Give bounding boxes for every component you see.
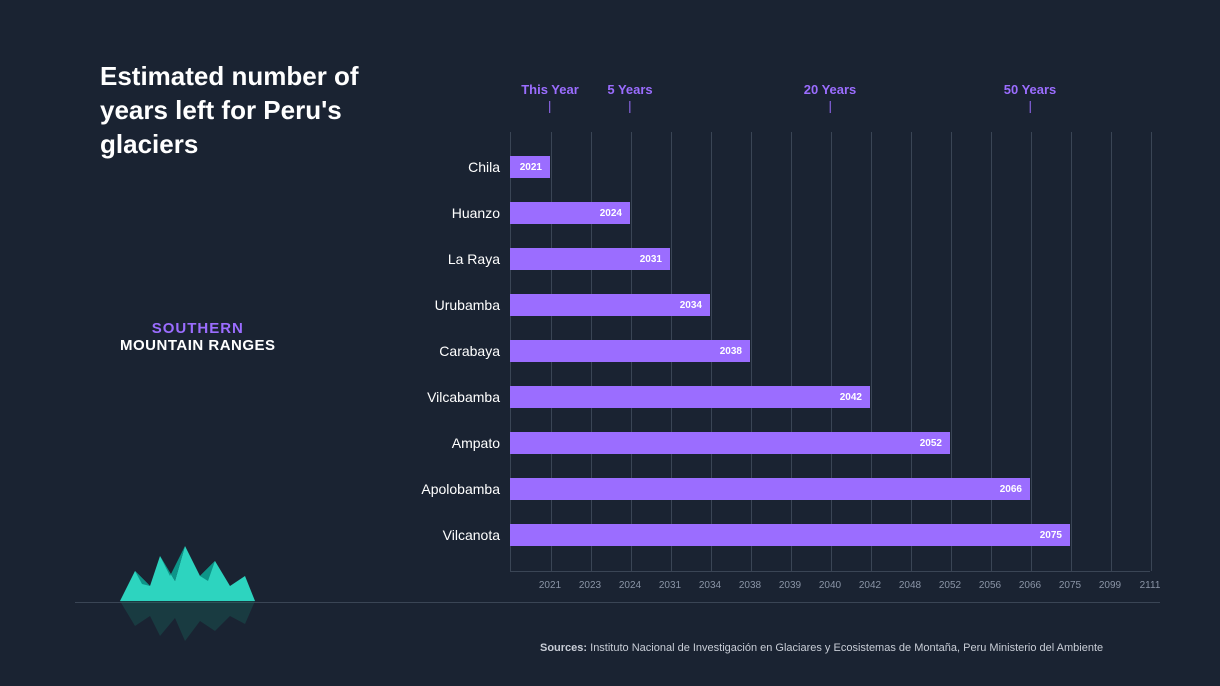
x-tick: 2056	[979, 580, 1001, 591]
x-tick: 2034	[699, 580, 721, 591]
bar-value: 2066	[1000, 484, 1022, 495]
x-tick: 2111	[1140, 580, 1161, 591]
x-tick: 2066	[1019, 580, 1041, 591]
x-axis: 2021 2023 2024 2031 2034 2038 2039 2040 2042 2048…	[510, 580, 1150, 600]
x-tick: 2052	[939, 580, 961, 591]
bar-label: Carabaya	[380, 343, 500, 359]
time-marker: 5 Years	[607, 82, 652, 113]
x-tick: 2075	[1059, 580, 1081, 591]
bar-label: Urubamba	[380, 297, 500, 313]
bar: 2066	[510, 478, 1030, 500]
bar-row: Ampato2052	[510, 420, 1150, 466]
bar-label: Vilcanota	[380, 527, 500, 543]
bar: 2042	[510, 386, 870, 408]
grid-line	[1151, 132, 1152, 571]
bar-row: Vilcabamba2042	[510, 374, 1150, 420]
glacier-reflection	[120, 601, 255, 641]
bar: 2075	[510, 524, 1070, 546]
bar-label: Huanzo	[380, 205, 500, 221]
glacier-icon	[100, 526, 280, 646]
x-tick: 2021	[539, 580, 561, 591]
bar-value: 2038	[720, 346, 742, 357]
bar-value: 2034	[680, 300, 702, 311]
bar-value: 2052	[920, 438, 942, 449]
bar-row: Vilcanota2075	[510, 512, 1150, 558]
x-tick: 2039	[779, 580, 801, 591]
bar-value: 2024	[600, 208, 622, 219]
bar-value: 2031	[640, 254, 662, 265]
time-marker: 20 Years	[804, 82, 857, 113]
x-tick: 2031	[659, 580, 681, 591]
bar: 2038	[510, 340, 750, 362]
bar-label: Ampato	[380, 435, 500, 451]
bar-row: Carabaya2038	[510, 328, 1150, 374]
chart-bars: Chila2021Huanzo2024La Raya2031Urubamba20…	[510, 144, 1150, 558]
region-top: SOUTHERN	[120, 320, 276, 337]
bar-label: Apolobamba	[380, 481, 500, 497]
x-tick: 2048	[899, 580, 921, 591]
bar-row: Apolobamba2066	[510, 466, 1150, 512]
bar-value: 2075	[1040, 530, 1062, 541]
bar-row: La Raya2031	[510, 236, 1150, 282]
bar-label: La Raya	[380, 251, 500, 267]
bar: 2021	[510, 156, 550, 178]
page-title: Estimated number of years left for Peru'…	[100, 60, 420, 161]
glacier-top	[120, 546, 255, 601]
sources-line: Sources: Instituto Nacional de Investiga…	[540, 642, 1103, 654]
x-tick: 2040	[819, 580, 841, 591]
bar-label: Chila	[380, 159, 500, 175]
x-tick: 2024	[619, 580, 641, 591]
x-tick: 2038	[739, 580, 761, 591]
bar-value: 2042	[840, 392, 862, 403]
bar: 2024	[510, 202, 630, 224]
region-label: SOUTHERN MOUNTAIN RANGES	[120, 320, 276, 354]
region-bottom: MOUNTAIN RANGES	[120, 337, 276, 354]
time-marker: This Year	[521, 82, 579, 113]
bar: 2034	[510, 294, 710, 316]
bar-value: 2021	[520, 162, 542, 173]
bar: 2031	[510, 248, 670, 270]
sources-text: Instituto Nacional de Investigación en G…	[587, 642, 1103, 654]
bar-row: Huanzo2024	[510, 190, 1150, 236]
time-marker: 50 Years	[1004, 82, 1057, 113]
sources-label: Sources:	[540, 642, 587, 654]
x-tick: 2042	[859, 580, 881, 591]
bar-chart: This Year 5 Years 20 Years 50 Years Chila20…	[510, 82, 1150, 572]
bar-row: Chila2021	[510, 144, 1150, 190]
bar-row: Urubamba2034	[510, 282, 1150, 328]
infographic-container: Estimated number of years left for Peru'…	[0, 0, 1220, 686]
x-tick: 2099	[1099, 580, 1121, 591]
time-markers: This Year 5 Years 20 Years 50 Years	[510, 82, 1150, 132]
x-tick: 2023	[579, 580, 601, 591]
bar-label: Vilcabamba	[380, 389, 500, 405]
bar: 2052	[510, 432, 950, 454]
